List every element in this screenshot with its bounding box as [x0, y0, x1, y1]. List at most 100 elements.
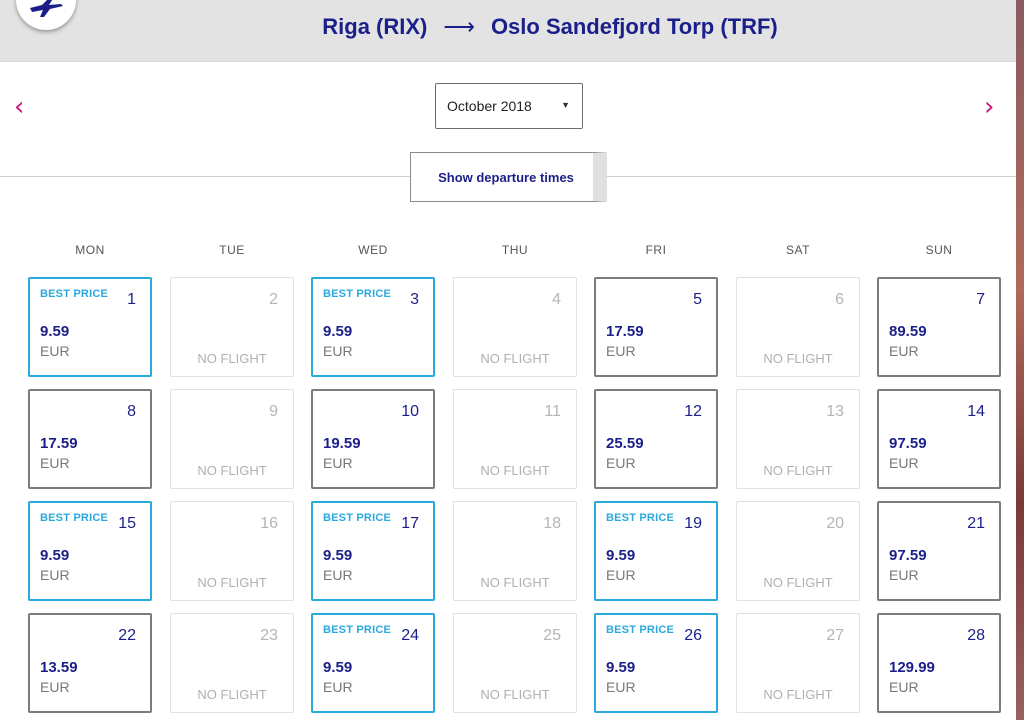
best-price-badge: BEST PRICE — [606, 624, 675, 636]
calendar-day-8[interactable]: 8 17.59 EUR — [28, 389, 152, 489]
calendar-day-26[interactable]: 26 BEST PRICE 9.59 EUR — [594, 613, 718, 713]
weekday-sun: SUN — [925, 243, 953, 257]
no-flight-label: NO FLIGHT — [197, 463, 267, 478]
day-number: 27 — [826, 627, 844, 644]
calendar-day-3[interactable]: 3 BEST PRICE 9.59 EUR — [311, 277, 435, 377]
fare-price: 19.59 — [323, 435, 361, 452]
fare-price: 9.59 — [606, 547, 636, 564]
best-price-badge: BEST PRICE — [323, 624, 392, 636]
month-select-value: October 2018 — [447, 98, 532, 114]
show-departure-times-button[interactable]: Show departure times — [410, 152, 607, 202]
fare-currency: EUR — [323, 679, 353, 695]
fare-price: 97.59 — [889, 435, 927, 452]
weekday-mon: MON — [75, 243, 105, 257]
fare-price: 129.99 — [889, 659, 935, 676]
weekday-thu: THU — [501, 243, 529, 257]
calendar-day-4: 4 NO FLIGHT — [453, 277, 577, 377]
best-price-badge: BEST PRICE — [323, 288, 392, 300]
previous-month-button[interactable]: ‹ — [14, 92, 25, 122]
day-number: 16 — [260, 515, 278, 532]
fare-currency: EUR — [40, 679, 70, 695]
no-flight-label: NO FLIGHT — [480, 575, 550, 590]
best-price-badge: BEST PRICE — [40, 512, 109, 524]
fare-price: 9.59 — [40, 323, 70, 340]
day-number: 2 — [269, 291, 278, 308]
no-flight-label: NO FLIGHT — [197, 687, 267, 702]
day-number: 1 — [127, 291, 136, 308]
day-number: 12 — [684, 403, 702, 420]
fare-price: 9.59 — [606, 659, 636, 676]
fare-price: 9.59 — [323, 547, 353, 564]
calendar-day-28[interactable]: 28 129.99 EUR — [877, 613, 1001, 713]
no-flight-label: NO FLIGHT — [763, 687, 833, 702]
month-select[interactable]: October 2018 ▼ — [435, 83, 583, 129]
fare-currency: EUR — [606, 679, 636, 695]
fare-currency: EUR — [323, 455, 353, 471]
no-flight-label: NO FLIGHT — [763, 463, 833, 478]
no-flight-label: NO FLIGHT — [763, 351, 833, 366]
day-number: 26 — [684, 627, 702, 644]
no-flight-label: NO FLIGHT — [480, 687, 550, 702]
calendar-day-5[interactable]: 5 17.59 EUR — [594, 277, 718, 377]
next-month-button[interactable]: › — [984, 92, 995, 122]
day-number: 28 — [967, 627, 985, 644]
calendar-day-13: 13 NO FLIGHT — [736, 389, 860, 489]
day-number: 9 — [269, 403, 278, 420]
best-price-badge: BEST PRICE — [40, 288, 109, 300]
day-number: 24 — [401, 627, 419, 644]
calendar-day-1[interactable]: 1 BEST PRICE 9.59 EUR — [28, 277, 152, 377]
best-price-badge: BEST PRICE — [606, 512, 675, 524]
calendar-day-17[interactable]: 17 BEST PRICE 9.59 EUR — [311, 501, 435, 601]
fare-currency: EUR — [323, 567, 353, 583]
best-price-badge: BEST PRICE — [323, 512, 392, 524]
fare-price: 25.59 — [606, 435, 644, 452]
calendar-day-14[interactable]: 14 97.59 EUR — [877, 389, 1001, 489]
fare-currency: EUR — [40, 343, 70, 359]
day-number: 11 — [544, 403, 561, 420]
fare-price: 89.59 — [889, 323, 927, 340]
fare-currency: EUR — [889, 343, 919, 359]
fare-currency: EUR — [889, 567, 919, 583]
no-flight-label: NO FLIGHT — [480, 351, 550, 366]
no-flight-label: NO FLIGHT — [763, 575, 833, 590]
fare-currency: EUR — [889, 679, 919, 695]
fare-currency: EUR — [323, 343, 353, 359]
calendar-day-25: 25 NO FLIGHT — [453, 613, 577, 713]
weekday-wed: WED — [358, 243, 388, 257]
day-number: 23 — [260, 627, 278, 644]
calendar-day-10[interactable]: 10 19.59 EUR — [311, 389, 435, 489]
weekday-fri: FRI — [645, 243, 667, 257]
calendar-day-15[interactable]: 15 BEST PRICE 9.59 EUR — [28, 501, 152, 601]
calendar-day-9: 9 NO FLIGHT — [170, 389, 294, 489]
day-number: 6 — [835, 291, 844, 308]
calendar-day-21[interactable]: 21 97.59 EUR — [877, 501, 1001, 601]
calendar-day-12[interactable]: 12 25.59 EUR — [594, 389, 718, 489]
route-header: Riga (RIX) ⟶ Oslo Sandefjord Torp (TRF) — [0, 0, 1024, 62]
day-number: 10 — [401, 403, 419, 420]
day-number: 5 — [693, 291, 702, 308]
calendar-day-22[interactable]: 22 13.59 EUR — [28, 613, 152, 713]
background-image-strip — [1016, 0, 1024, 720]
chevron-down-icon: ▼ — [561, 100, 570, 110]
no-flight-label: NO FLIGHT — [197, 575, 267, 590]
calendar-day-19[interactable]: 19 BEST PRICE 9.59 EUR — [594, 501, 718, 601]
route-arrow-icon: ⟶ — [443, 14, 475, 39]
calendar-day-18: 18 NO FLIGHT — [453, 501, 577, 601]
day-number: 7 — [976, 291, 985, 308]
calendar-day-2: 2 NO FLIGHT — [170, 277, 294, 377]
day-number: 13 — [826, 403, 844, 420]
calendar-day-24[interactable]: 24 BEST PRICE 9.59 EUR — [311, 613, 435, 713]
destination-airport: Oslo Sandefjord Torp (TRF) — [490, 14, 778, 39]
fare-currency: EUR — [606, 455, 636, 471]
airplane-icon — [30, 0, 63, 17]
calendar-day-7[interactable]: 7 89.59 EUR — [877, 277, 1001, 377]
calendar-day-11: 11 NO FLIGHT — [453, 389, 577, 489]
weekday-tue: TUE — [219, 243, 245, 257]
day-number: 19 — [684, 515, 702, 532]
calendar-day-27: 27 NO FLIGHT — [736, 613, 860, 713]
day-number: 8 — [127, 403, 136, 420]
day-number: 22 — [118, 627, 136, 644]
route-title: Riga (RIX) ⟶ Oslo Sandefjord Torp (TRF) — [0, 14, 1024, 40]
no-flight-label: NO FLIGHT — [197, 351, 267, 366]
origin-airport: Riga (RIX) — [322, 14, 428, 39]
